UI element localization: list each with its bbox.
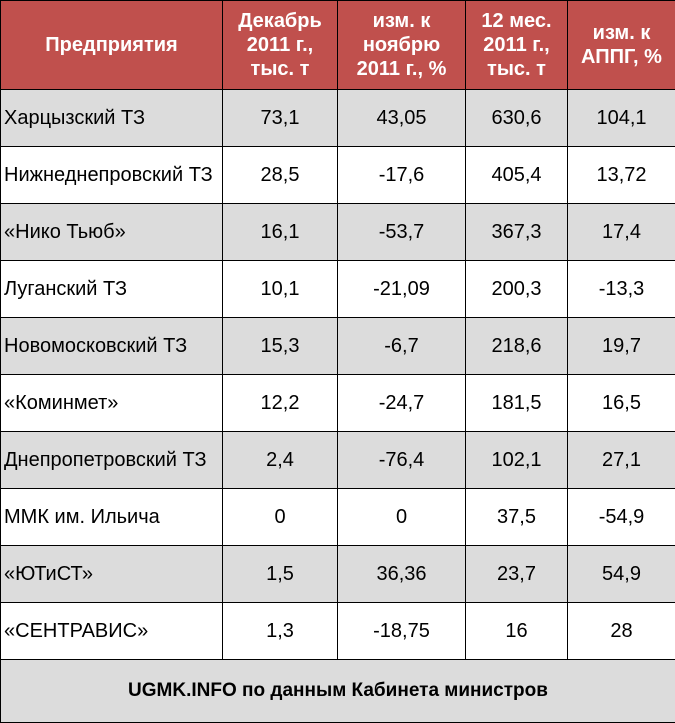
december-value: 1,3	[223, 603, 338, 660]
twelve-months-value: 405,4	[466, 147, 568, 204]
december-value: 2,4	[223, 432, 338, 489]
change-vs-last-year: 13,72	[568, 147, 675, 204]
change-vs-november: 43,05	[338, 90, 466, 147]
twelve-months-value: 181,5	[466, 375, 568, 432]
change-vs-november: -18,75	[338, 603, 466, 660]
table-row: ММК им. Ильича 0 0 37,5 -54,9	[1, 489, 675, 546]
change-vs-last-year: 16,5	[568, 375, 675, 432]
table-row: Днепропетровский ТЗ 2,4 -76,4 102,1 27,1	[1, 432, 675, 489]
change-vs-november: 36,36	[338, 546, 466, 603]
table-row: «Нико Тьюб» 16,1 -53,7 367,3 17,4	[1, 204, 675, 261]
december-value: 1,5	[223, 546, 338, 603]
enterprise-name: «ЮТиСТ»	[1, 546, 223, 603]
twelve-months-value: 102,1	[466, 432, 568, 489]
change-vs-last-year: 27,1	[568, 432, 675, 489]
twelve-months-value: 37,5	[466, 489, 568, 546]
table-row: «СЕНТРАВИС» 1,3 -18,75 16 28	[1, 603, 675, 660]
enterprise-name: Луганский ТЗ	[1, 261, 223, 318]
change-vs-november: -76,4	[338, 432, 466, 489]
table-row: Луганский ТЗ 10,1 -21,09 200,3 -13,3	[1, 261, 675, 318]
change-vs-november: -21,09	[338, 261, 466, 318]
enterprise-name: Харцызский ТЗ	[1, 90, 223, 147]
change-vs-last-year: -54,9	[568, 489, 675, 546]
december-value: 16,1	[223, 204, 338, 261]
change-vs-november: -53,7	[338, 204, 466, 261]
change-vs-last-year: 19,7	[568, 318, 675, 375]
twelve-months-value: 218,6	[466, 318, 568, 375]
december-value: 15,3	[223, 318, 338, 375]
change-vs-last-year: 17,4	[568, 204, 675, 261]
change-vs-last-year: 54,9	[568, 546, 675, 603]
header-enterprises: Предприятия	[1, 1, 223, 90]
header-row: Предприятия Декабрь 2011 г., тыс. т изм.…	[1, 1, 675, 90]
change-vs-last-year: 104,1	[568, 90, 675, 147]
enterprise-name: Нижнеднепровский ТЗ	[1, 147, 223, 204]
twelve-months-value: 23,7	[466, 546, 568, 603]
december-value: 0	[223, 489, 338, 546]
enterprise-name: Днепропетровский ТЗ	[1, 432, 223, 489]
table-row: «ЮТиСТ» 1,5 36,36 23,7 54,9	[1, 546, 675, 603]
enterprise-name: «Нико Тьюб»	[1, 204, 223, 261]
change-vs-november: -24,7	[338, 375, 466, 432]
table-row: «Коминмет» 12,2 -24,7 181,5 16,5	[1, 375, 675, 432]
table-row: Харцызский ТЗ 73,1 43,05 630,6 104,1	[1, 90, 675, 147]
enterprise-name: ММК им. Ильича	[1, 489, 223, 546]
twelve-months-value: 630,6	[466, 90, 568, 147]
december-value: 73,1	[223, 90, 338, 147]
enterprise-name: Новомосковский ТЗ	[1, 318, 223, 375]
december-value: 10,1	[223, 261, 338, 318]
table-row: Нижнеднепровский ТЗ 28,5 -17,6 405,4 13,…	[1, 147, 675, 204]
source-note: UGMK.INFO по данным Кабинета министров	[1, 660, 675, 723]
december-value: 12,2	[223, 375, 338, 432]
change-vs-november: -17,6	[338, 147, 466, 204]
change-vs-november: -6,7	[338, 318, 466, 375]
header-december-2011: Декабрь 2011 г., тыс. т	[223, 1, 338, 90]
twelve-months-value: 367,3	[466, 204, 568, 261]
header-change-vs-november: изм. к ноябрю 2011 г., %	[338, 1, 466, 90]
twelve-months-value: 200,3	[466, 261, 568, 318]
header-12-months-2011: 12 мес. 2011 г., тыс. т	[466, 1, 568, 90]
header-change-vs-last-year: изм. к АППГ, %	[568, 1, 675, 90]
enterprise-name: «СЕНТРАВИС»	[1, 603, 223, 660]
footer-row: UGMK.INFO по данным Кабинета министров	[1, 660, 675, 723]
change-vs-last-year: 28	[568, 603, 675, 660]
change-vs-november: 0	[338, 489, 466, 546]
december-value: 28,5	[223, 147, 338, 204]
change-vs-last-year: -13,3	[568, 261, 675, 318]
enterprise-name: «Коминмет»	[1, 375, 223, 432]
table-row: Новомосковский ТЗ 15,3 -6,7 218,6 19,7	[1, 318, 675, 375]
twelve-months-value: 16	[466, 603, 568, 660]
